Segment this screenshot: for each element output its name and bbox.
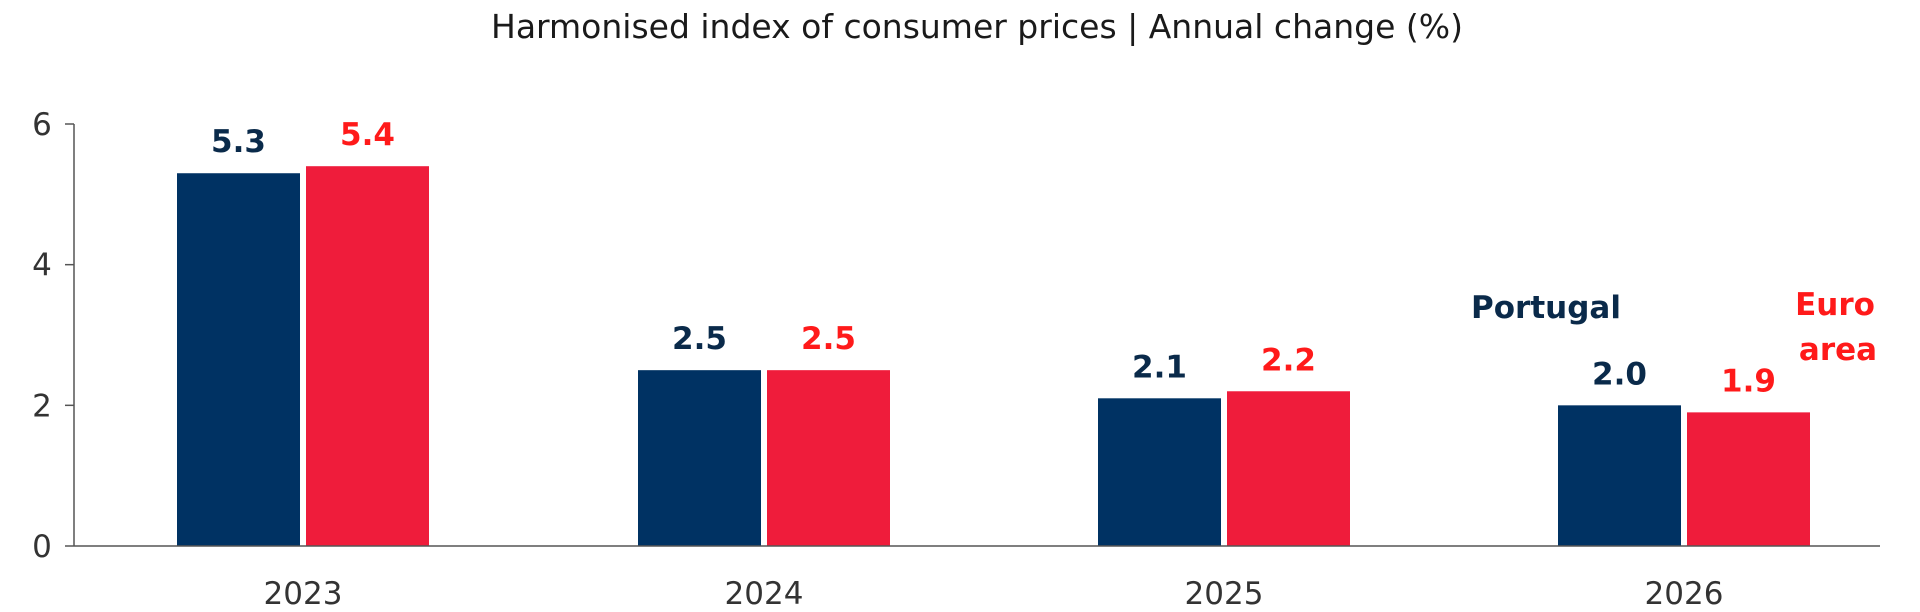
- legend-portugal: Portugal: [1471, 290, 1621, 326]
- bars-group: [177, 166, 1810, 546]
- y-tick-label: 4: [32, 248, 52, 284]
- value-label-portugal-2025: 2.1: [1132, 349, 1187, 385]
- bar-portugal-2024: [638, 370, 761, 546]
- y-axis: 0 2 4 6: [32, 107, 75, 565]
- bar-portugal-2026: [1558, 405, 1681, 546]
- bar-euro-area-2025: [1227, 391, 1350, 546]
- legend-euro-area-line2: area: [1799, 332, 1877, 368]
- x-category-label: 2023: [264, 576, 343, 612]
- y-tick-label: 6: [32, 107, 52, 143]
- bar-euro-area-2026: [1687, 412, 1810, 546]
- bar-portugal-2023: [177, 173, 300, 546]
- bar-euro-area-2024: [767, 370, 890, 546]
- x-category-label: 2025: [1185, 576, 1264, 612]
- chart-title: Harmonised index of consumer prices | An…: [491, 7, 1463, 46]
- value-label-euro-area-2025: 2.2: [1261, 342, 1316, 378]
- bar-portugal-2025: [1098, 398, 1221, 546]
- value-label-euro-area-2024: 2.5: [801, 321, 856, 357]
- value-label-euro-area-2026: 1.9: [1721, 363, 1776, 399]
- value-label-portugal-2024: 2.5: [672, 321, 727, 357]
- x-axis: 2023 2024 2025 2026: [74, 545, 1880, 612]
- value-label-euro-area-2023: 5.4: [340, 117, 395, 153]
- value-label-portugal-2026: 2.0: [1592, 356, 1647, 392]
- bar-euro-area-2023: [306, 166, 429, 546]
- value-label-portugal-2023: 5.3: [211, 124, 266, 160]
- y-tick-label: 2: [32, 388, 52, 424]
- x-category-label: 2024: [725, 576, 804, 612]
- value-labels-group: 5.3 5.4 2.5 2.5 2.1 2.2 2.0 1.9: [211, 117, 1776, 399]
- y-tick-label: 0: [32, 529, 52, 565]
- legend-euro-area-line1: Euro: [1795, 287, 1875, 323]
- x-category-label: 2026: [1645, 576, 1724, 612]
